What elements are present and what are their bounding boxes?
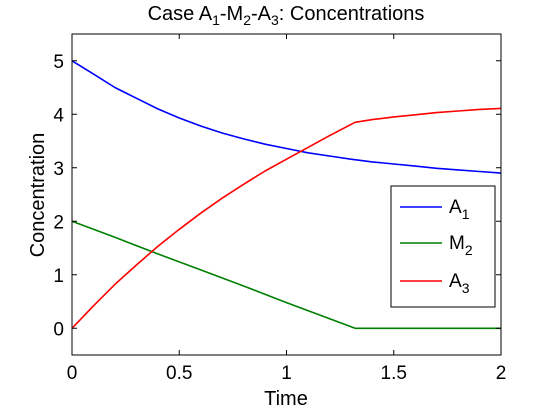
ticks-layer: 0 0.5 1 1.5 2 0 1 2 3 4 5: [53, 34, 506, 384]
series-line-m2: [71, 220, 501, 330]
chart-title-subscript: 3: [271, 12, 279, 28]
chart-title-part: -A: [251, 3, 272, 25]
legend-label-subscript: 1: [462, 206, 470, 222]
y-tick-label: 3: [53, 159, 64, 180]
x-axis-label: Time: [264, 388, 308, 410]
chart-title-subscript: 2: [243, 12, 251, 28]
legend-label-a1: A1: [449, 197, 470, 222]
chart-title-part: Case A: [148, 3, 213, 25]
x-tick-label: 2: [496, 363, 507, 384]
legend-box: [390, 185, 496, 308]
series-line-a3: [71, 107, 502, 329]
legend-label-m2: M2: [449, 233, 473, 258]
y-tick-label: 1: [53, 266, 64, 287]
chart-title-subscript: 1: [212, 12, 220, 28]
legend-label-subscript: 3: [462, 280, 470, 296]
series-line-a1: [71, 60, 502, 174]
y-tick-label: 0: [53, 319, 64, 340]
legend-label-main: A: [449, 197, 462, 218]
chart-title-part: -M: [220, 3, 243, 25]
legend-label-main: A: [449, 271, 462, 292]
x-tick-label: 0.5: [166, 363, 192, 384]
x-tick-label: 0: [67, 363, 78, 384]
x-tick-label: 1.5: [381, 363, 407, 384]
legend-label-a3: A3: [449, 271, 470, 296]
legend-label-subscript: 2: [465, 242, 473, 258]
y-tick-label: 2: [53, 212, 64, 233]
legend-label-main: M: [449, 233, 465, 254]
series-layer: [71, 60, 502, 330]
x-tick-label: 1: [281, 363, 292, 384]
chart-title-part: : Concentrations: [279, 3, 425, 25]
y-axis-label: Concentration: [27, 133, 49, 258]
y-tick-label: 5: [53, 52, 64, 73]
chart-title: Case A1-M2-A3: Concentrations: [148, 3, 425, 28]
y-tick-label: 4: [53, 105, 64, 126]
